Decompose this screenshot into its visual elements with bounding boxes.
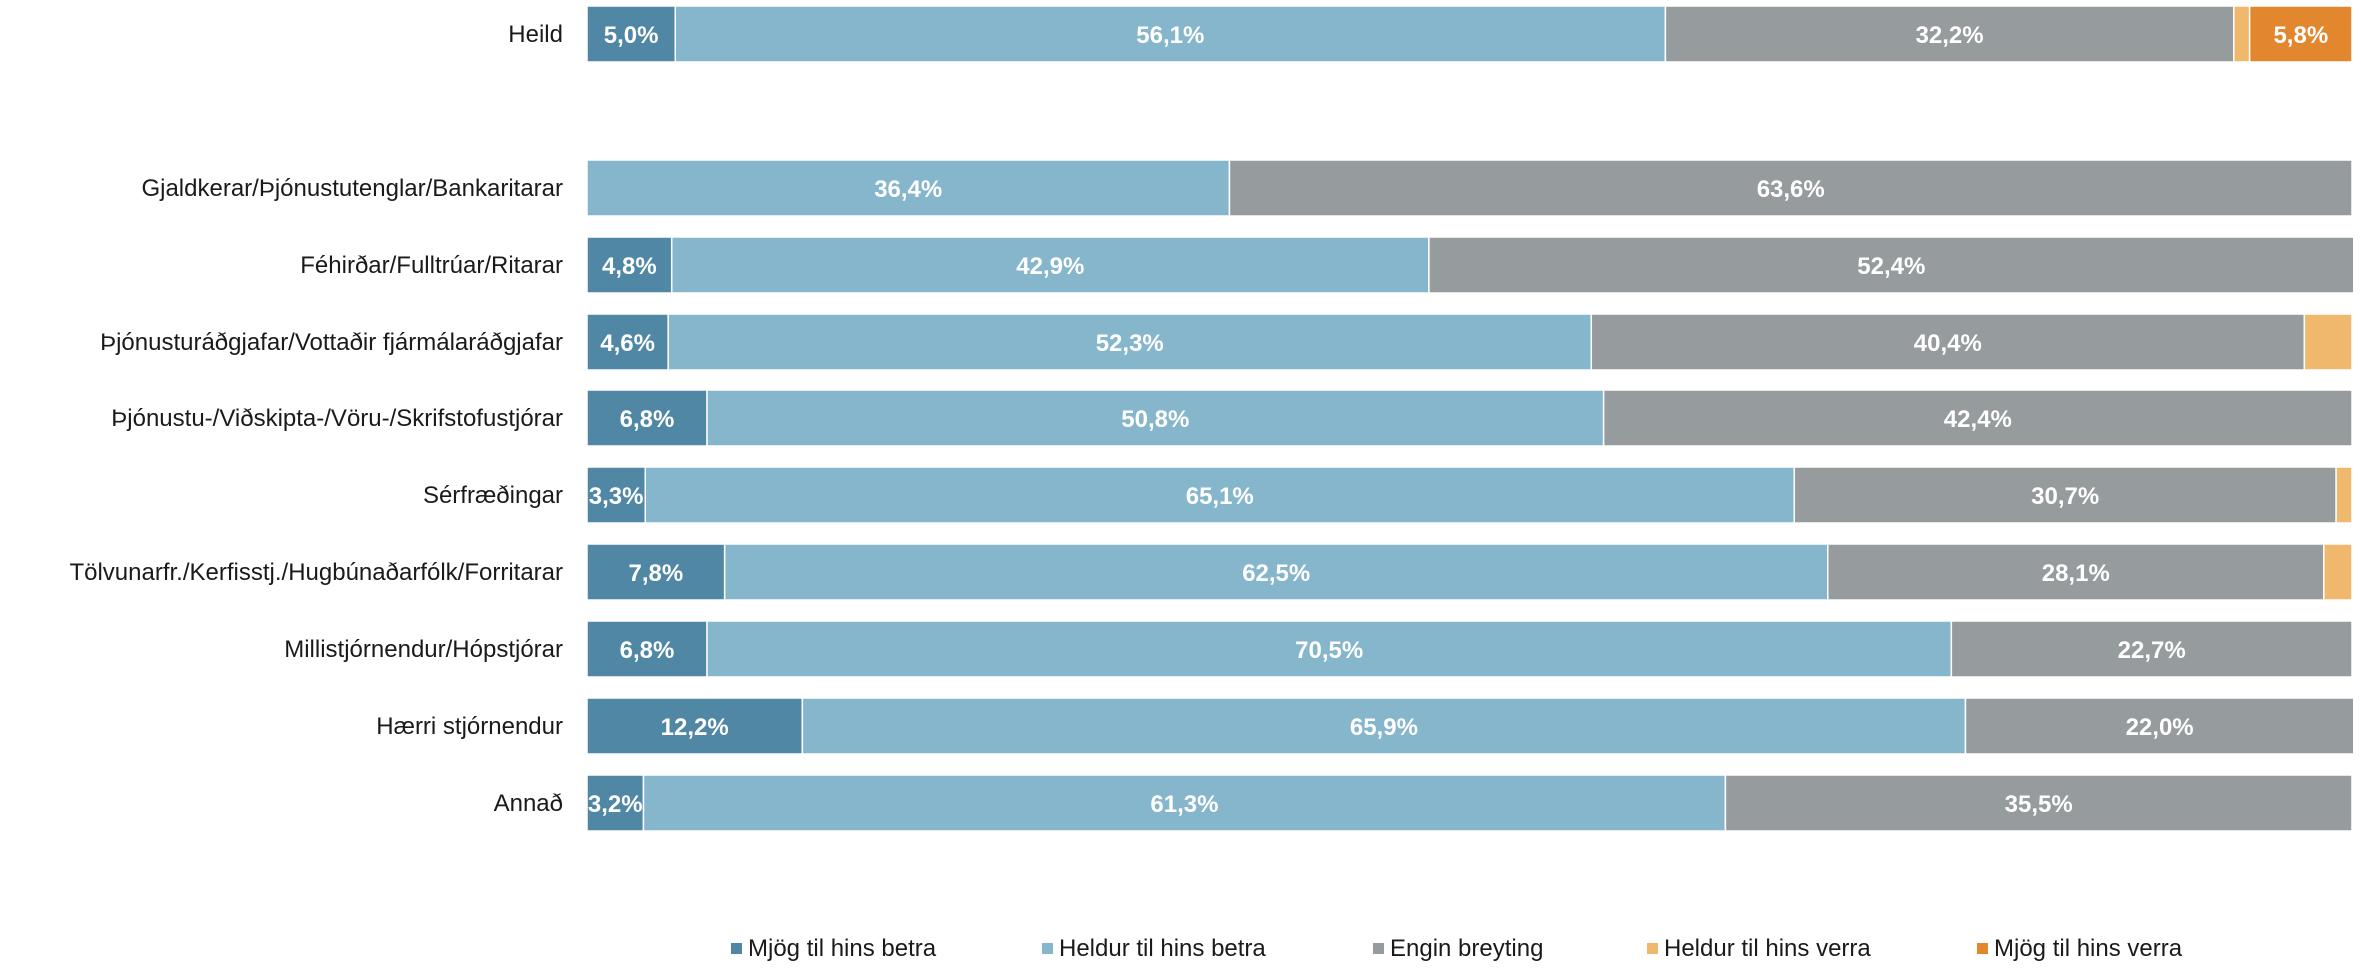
data-label: 63,6% [1757, 176, 1825, 203]
bar-segment [2303, 313, 2353, 371]
bar-segment [586, 313, 669, 371]
data-label: 35,5% [2005, 791, 2073, 818]
data-label: 7,8% [628, 560, 683, 587]
bar-segment [1602, 389, 2353, 447]
legend-label: Mjög til hins betra [748, 935, 937, 962]
data-label: 36,4% [874, 176, 942, 203]
category-label: Hærri stjórnendur [376, 713, 563, 740]
bar-segment [674, 5, 1667, 63]
legend-label: Heldur til hins verra [1664, 935, 1871, 962]
bar-segment [1793, 466, 2337, 524]
bar-segments [586, 5, 2355, 832]
bar-segment [1950, 620, 2353, 678]
bar-segment [1428, 236, 2355, 294]
bar-segment [1228, 159, 2353, 217]
legend-swatch [1373, 943, 1384, 954]
bar-segment [2233, 5, 2251, 63]
bar-segment [586, 774, 645, 832]
data-label: 22,0% [2126, 714, 2194, 741]
bar-segment [1964, 697, 2355, 755]
data-label: 32,2% [1916, 22, 1984, 49]
category-label: Þjónustu-/Viðskipta-/Vöru-/Skrifstofustj… [111, 405, 563, 432]
bar-segment [723, 543, 1829, 601]
bar-segment [586, 389, 708, 447]
data-label: 42,4% [1944, 406, 2012, 433]
category-label: Sérfræðingar [423, 482, 563, 509]
data-label: 65,1% [1186, 483, 1254, 510]
category-label: Heild [508, 21, 563, 48]
data-label: 4,6% [600, 330, 655, 357]
bar-segment [706, 620, 1953, 678]
category-label: Gjaldkerar/Þjónustutenglar/Bankaritarar [141, 175, 563, 202]
bar-segment [1724, 774, 2353, 832]
data-label: 5,8% [2273, 22, 2328, 49]
bar-segment [2248, 5, 2353, 63]
bar-segment [586, 543, 726, 601]
data-label: 3,2% [588, 791, 643, 818]
legend: Mjög til hins betra Heldur til hins betra… [731, 935, 2183, 962]
category-label: Féhirðar/Fulltrúar/Ritarar [300, 252, 563, 279]
data-label: 70,5% [1295, 637, 1363, 664]
data-label: 4,8% [602, 253, 657, 280]
bar-segment [644, 466, 1796, 524]
bar-segment [1664, 5, 2235, 63]
data-label: 22,7% [2118, 637, 2186, 664]
bar-segment [586, 620, 708, 678]
bar-segment [1827, 543, 2325, 601]
bar-segment [586, 159, 1231, 217]
data-label: 50,8% [1121, 406, 1189, 433]
data-label: 52,3% [1096, 330, 1164, 357]
bar-segment [642, 774, 1727, 832]
data-label: 6,8% [620, 406, 675, 433]
legend-label: Engin breyting [1390, 935, 1543, 962]
category-label: Tölvunarfr./Kerfisstj./Hugbúnaðarfólk/Fo… [69, 559, 563, 586]
data-label: 12,2% [661, 714, 729, 741]
category-labels: Heild Gjaldkerar/Þjónustutenglar/Bankarit… [69, 21, 563, 817]
data-label: 5,0% [604, 22, 659, 49]
data-label: 61,3% [1150, 791, 1218, 818]
legend-swatch [1042, 943, 1053, 954]
bar-segment [1590, 313, 2306, 371]
data-label: 30,7% [2031, 483, 2099, 510]
value-labels: 5,0% 56,1% 32,2% 5,8% 36,4% 63,6% 4,8% 42,9% 52,… [588, 22, 2328, 818]
legend-swatch [731, 943, 742, 954]
category-label: Millistjórnendur/Hópstjórar [284, 636, 563, 663]
data-label: 28,1% [2042, 560, 2110, 587]
bar-segment [586, 466, 646, 524]
bar-segment [586, 5, 676, 63]
data-label: 3,3% [589, 483, 644, 510]
legend-label: Heldur til hins betra [1059, 935, 1266, 962]
data-label: 62,5% [1242, 560, 1310, 587]
category-label: Annað [494, 790, 563, 817]
data-label: 52,4% [1857, 253, 1925, 280]
bar-segment [2335, 466, 2353, 524]
data-label: 6,8% [620, 637, 675, 664]
legend-swatch [1977, 943, 1988, 954]
bar-segment [670, 236, 1430, 294]
data-label: 40,4% [1914, 330, 1982, 357]
category-label: Þjónusturáðgjafar/Vottaðir fjármálaráðgj… [100, 329, 563, 356]
bar-segment [2323, 543, 2353, 601]
legend-swatch [1647, 943, 1658, 954]
bar-segment [586, 697, 804, 755]
bar-segment [586, 236, 673, 294]
data-label: 65,9% [1350, 714, 1418, 741]
legend-label: Mjög til hins verra [1994, 935, 2183, 962]
bar-segment [706, 389, 1605, 447]
data-label: 42,9% [1016, 253, 1084, 280]
data-label: 56,1% [1136, 22, 1204, 49]
